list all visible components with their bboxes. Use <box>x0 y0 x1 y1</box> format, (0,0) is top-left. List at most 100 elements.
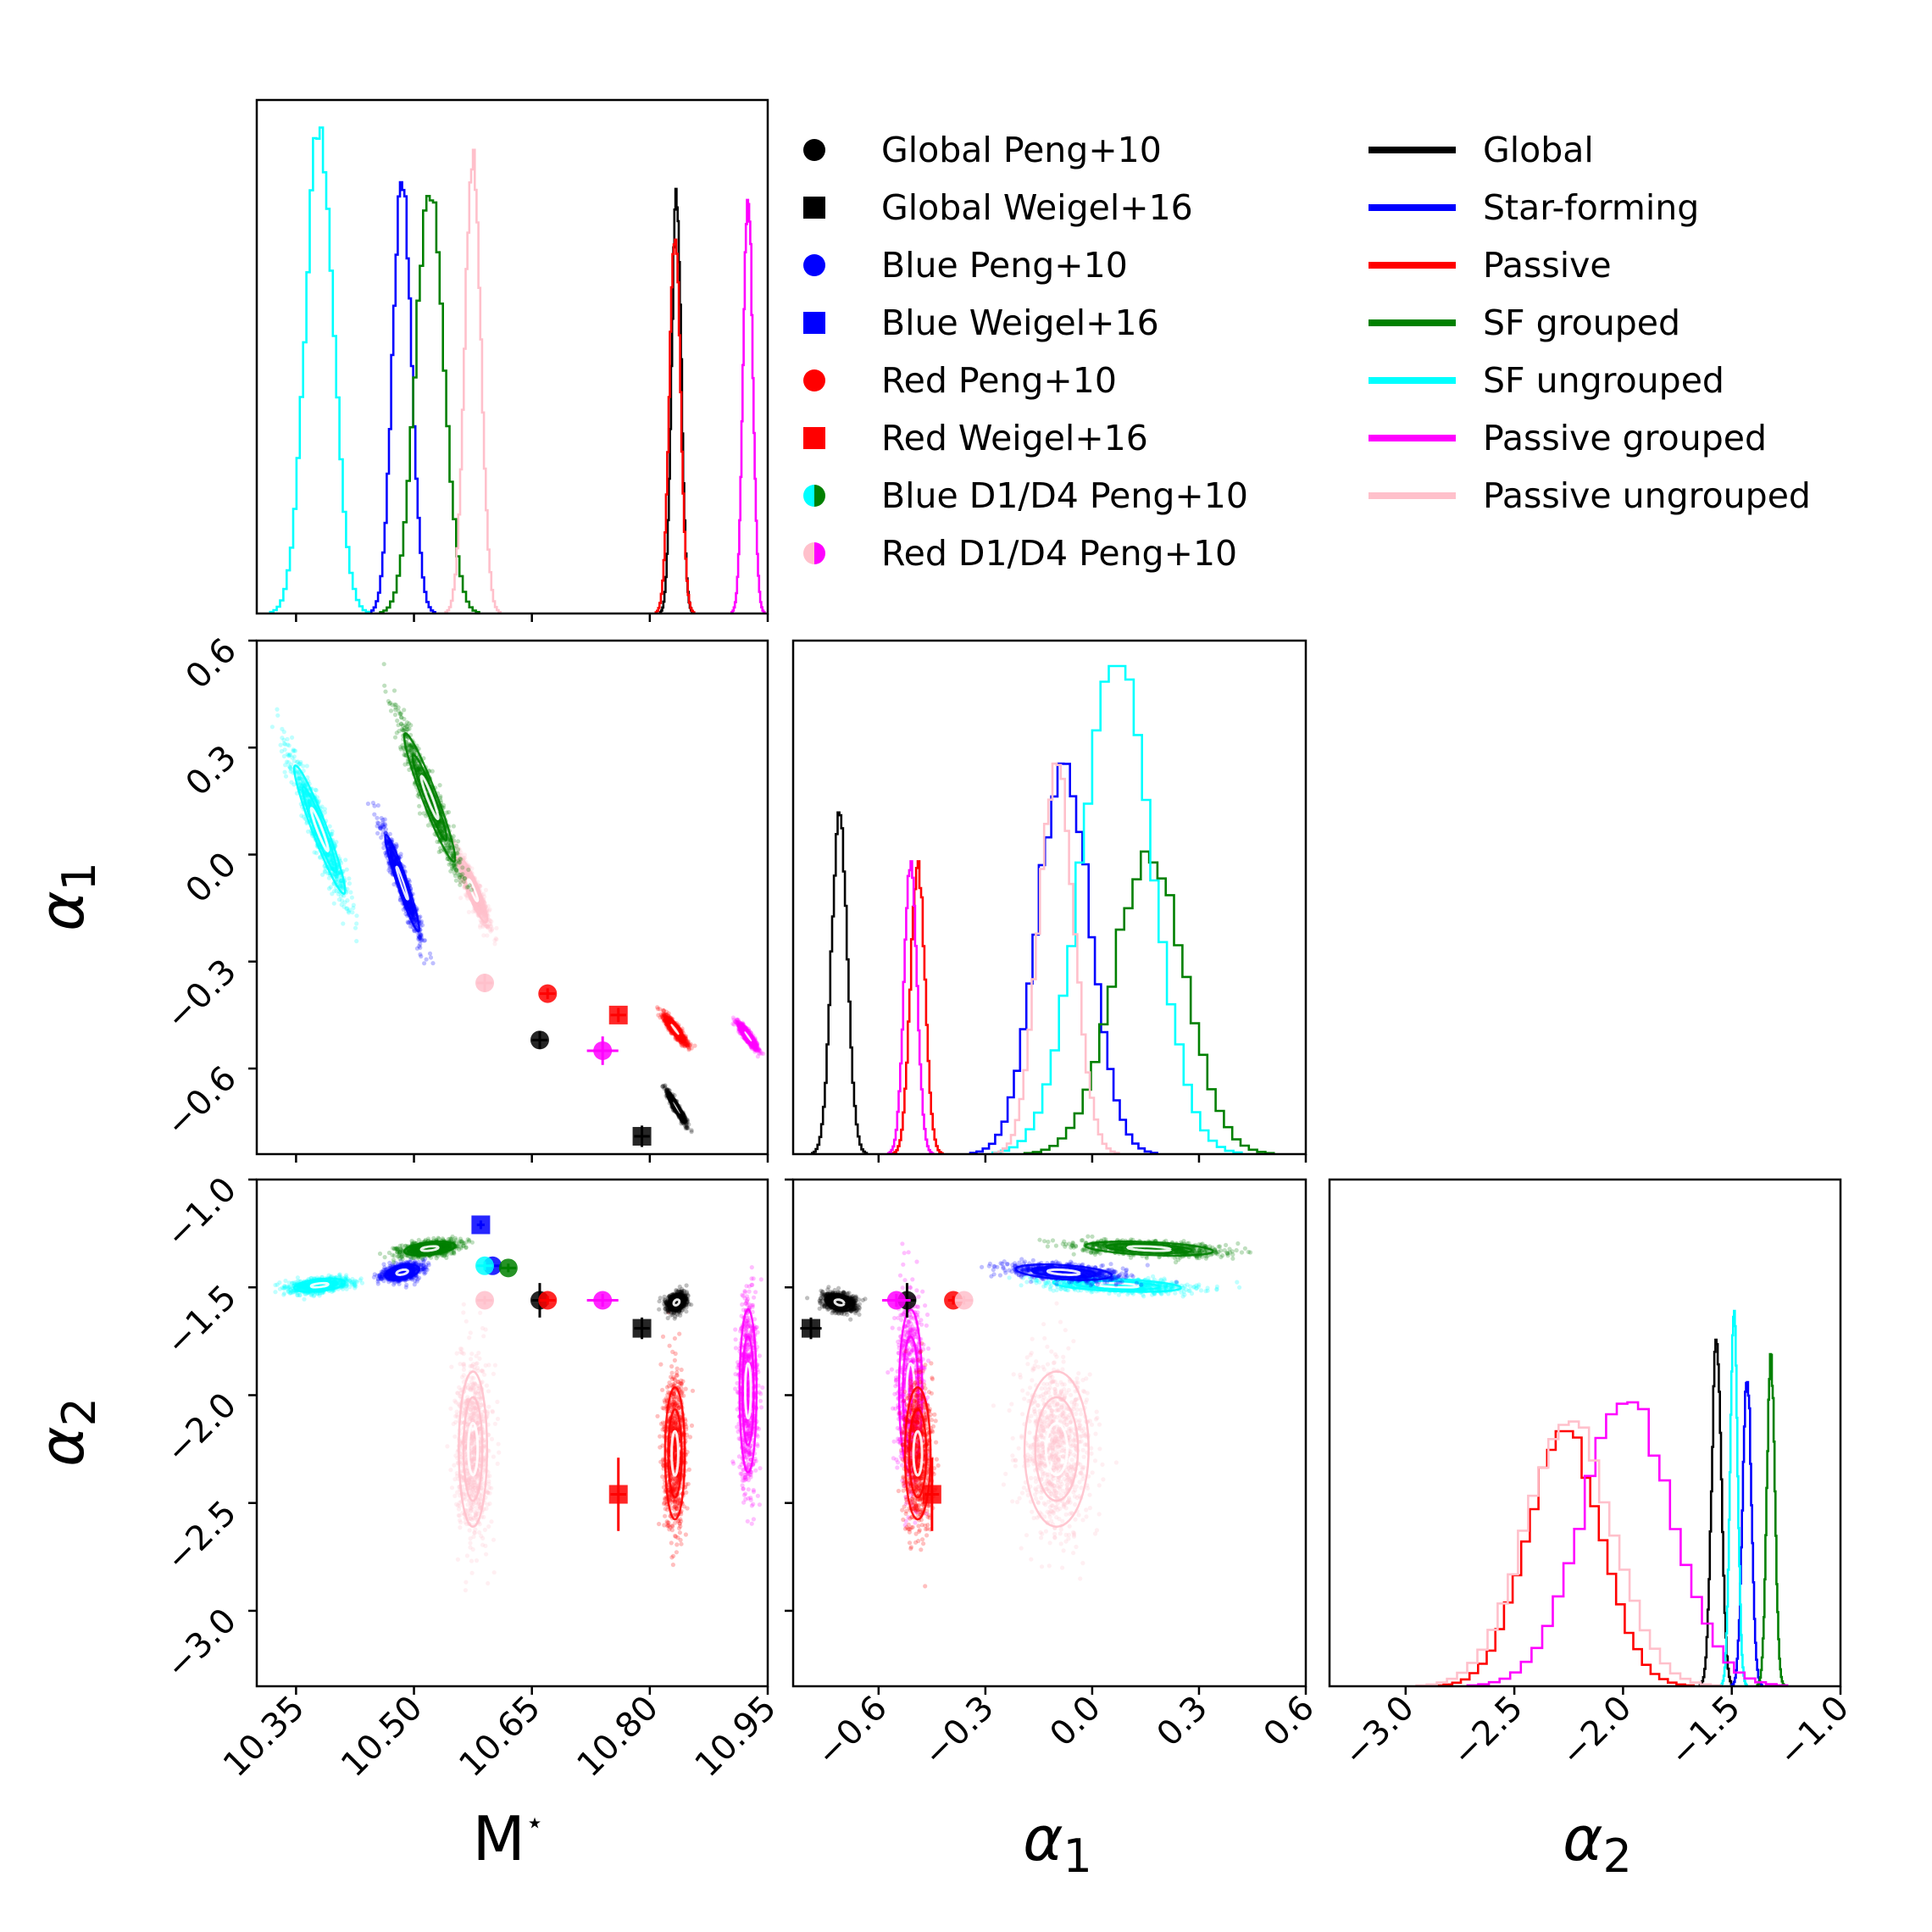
contour-star-forming <box>390 849 415 917</box>
x-axis-title-alpha1: α1 <box>1023 1803 1092 1883</box>
literature-point <box>538 984 558 1003</box>
contour-passive <box>669 1024 680 1035</box>
literature-point <box>632 1317 652 1340</box>
contour-global <box>672 1298 681 1307</box>
contour-global <box>669 1296 684 1310</box>
histogram-passive-grouped <box>730 198 766 613</box>
y-tick-label-alpha2: −3.0 <box>158 1601 244 1686</box>
legend-label: Global Weigel+16 <box>881 187 1193 228</box>
x-tick-label-alpha1: −0.3 <box>916 1689 1002 1774</box>
x-axis-title-alpha2: α2 <box>1563 1803 1632 1883</box>
legend-label: Star-forming <box>1483 187 1699 228</box>
legend-label: SF ungrouped <box>1483 360 1724 401</box>
histogram-sf-ungrouped <box>1719 1309 1748 1686</box>
x-tick-label-alpha2: −2.5 <box>1445 1689 1530 1774</box>
panel-alpha2-vs-mstar <box>255 1178 769 1688</box>
histogram-star-forming <box>969 762 1158 1154</box>
contour-passive-ungrouped <box>1034 1396 1080 1502</box>
legend-label: Red Peng+10 <box>881 360 1117 401</box>
y-tick-label-alpha2: −2.5 <box>158 1493 244 1579</box>
contour-passive-grouped <box>897 1307 924 1474</box>
legend-label: Passive grouped <box>1483 418 1767 458</box>
posterior-cloud-passive-grouped <box>730 1265 765 1526</box>
contour-passive-ungrouped <box>458 1370 489 1529</box>
panel-frame <box>255 1178 769 1688</box>
contour-sf-ungrouped <box>292 763 347 896</box>
literature-point <box>538 1291 558 1310</box>
panel-frame <box>255 639 769 1156</box>
legend-marker-circle <box>803 369 825 391</box>
legend-entry-points: Red Peng+10 <box>803 360 1117 401</box>
contour-passive <box>670 1430 680 1477</box>
literature-point <box>954 1291 974 1310</box>
histogram-passive <box>1434 1430 1696 1687</box>
histogram-star-forming <box>368 180 436 613</box>
literature-point <box>475 1256 495 1275</box>
contour-passive-ungrouped <box>466 1421 480 1477</box>
legend-label: Blue D1/D4 Peng+10 <box>881 475 1248 516</box>
x-tick-label-mstar: 10.65 <box>452 1689 548 1785</box>
histogram-passive-ungrouped <box>993 762 1120 1154</box>
contour-sf-grouped <box>402 1240 457 1257</box>
legend-label: Passive <box>1483 245 1612 286</box>
contour-global <box>824 1292 855 1313</box>
contour-sf-grouped <box>419 774 440 820</box>
legend-entry-points: Global Peng+10 <box>803 130 1162 170</box>
y-tick-label-alpha2: −2.0 <box>158 1385 244 1471</box>
histogram-global <box>1698 1338 1735 1686</box>
y-tick-label-alpha1: 0.3 <box>179 738 245 804</box>
contour-sf-grouped <box>419 1245 440 1252</box>
legend-label: Red D1/D4 Peng+10 <box>881 533 1237 574</box>
legend-entry-points: Blue Peng+10 <box>803 245 1128 286</box>
histogram-star-forming <box>1730 1380 1763 1686</box>
histogram-panel-mstar <box>255 98 769 615</box>
contour-passive-ungrouped <box>466 878 480 902</box>
histogram-sf-ungrouped <box>269 126 370 613</box>
literature-point <box>498 1258 518 1278</box>
literature-point <box>475 974 495 992</box>
literature-point <box>586 1036 619 1065</box>
contour-star-forming <box>1030 1266 1097 1279</box>
y-tick-label-alpha1: 0.6 <box>179 631 245 697</box>
contour-sf-ungrouped <box>292 1277 347 1293</box>
contour-sf-ungrouped <box>309 807 330 852</box>
contour-passive-grouped <box>738 1307 758 1474</box>
histogram-passive-ungrouped <box>444 148 502 613</box>
legend-entry-points: Blue Weigel+16 <box>803 303 1159 343</box>
contour-sf-ungrouped <box>301 786 338 874</box>
legend: Global Peng+10 Global Weigel+16 Blue Peng+… <box>803 130 1811 574</box>
contour-star-forming <box>395 1268 409 1276</box>
x-axis-title-mstar: M⋆ <box>473 1803 545 1874</box>
histogram-sf-ungrouped <box>991 664 1243 1154</box>
x-tick-label-mstar: 10.35 <box>216 1689 313 1785</box>
legend-entry-lines: Passive ungrouped <box>1368 475 1811 516</box>
legend-label: SF grouped <box>1483 303 1680 343</box>
contour-star-forming <box>390 1266 415 1279</box>
contour-global <box>667 1092 686 1124</box>
panel-frame <box>1328 1178 1842 1688</box>
contour-sf-ungrouped <box>1073 1280 1161 1291</box>
legend-marker-half-left <box>803 485 814 507</box>
contour-sf-grouped <box>411 753 448 842</box>
contour-passive <box>903 1386 932 1521</box>
legend-entry-points: Red Weigel+16 <box>803 418 1148 458</box>
legend-entry-points: Red D1/D4 Peng+10 <box>803 533 1237 574</box>
contour-passive-grouped <box>905 1362 916 1419</box>
literature-point <box>586 1291 619 1310</box>
histogram-passive <box>891 860 944 1155</box>
contour-global <box>833 1298 846 1307</box>
posterior-cloud-passive-ungrouped <box>445 1302 502 1593</box>
x-tick-label-alpha1: 0.0 <box>1042 1689 1108 1755</box>
histogram-panel-alpha1 <box>791 639 1307 1156</box>
y-tick-label-alpha2: −1.5 <box>158 1278 244 1363</box>
y-tick-label-alpha1: −0.6 <box>158 1059 244 1145</box>
contour-global <box>829 1296 850 1310</box>
literature-point <box>471 1215 491 1235</box>
histogram-passive-grouped <box>886 860 935 1155</box>
x-tick-label-mstar: 10.80 <box>569 1689 666 1785</box>
legend-entry-lines: Star-forming <box>1368 187 1699 228</box>
literature-point <box>530 1030 549 1050</box>
legend-entry-lines: SF ungrouped <box>1368 360 1724 401</box>
histogram-global <box>811 811 869 1154</box>
